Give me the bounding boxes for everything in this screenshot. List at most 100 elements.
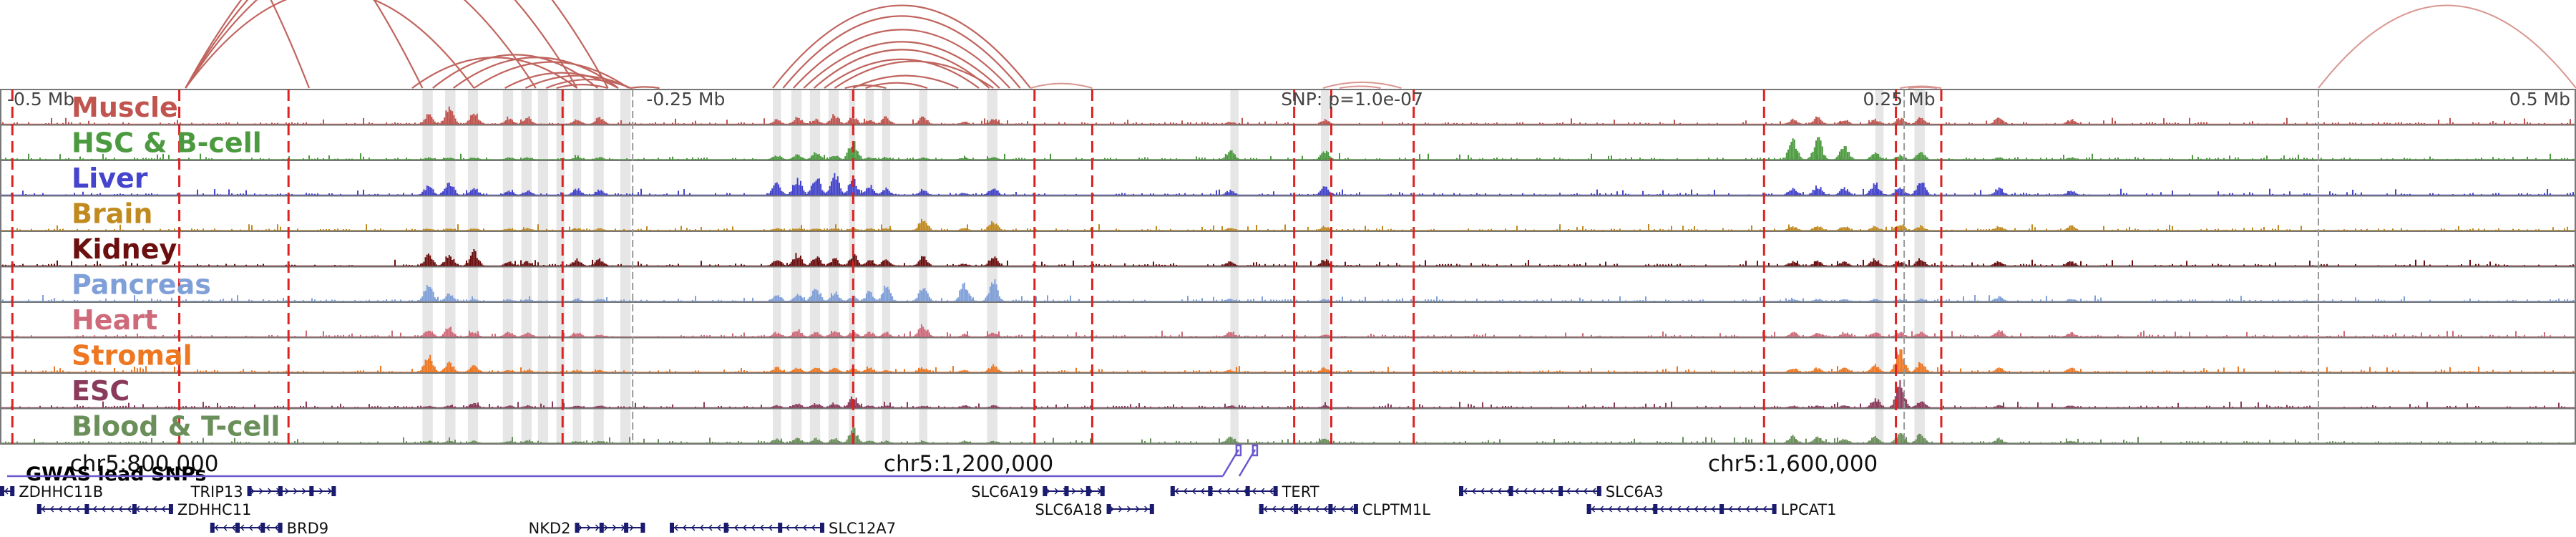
interaction-arc	[865, 82, 928, 90]
track-label-liver: Liver	[72, 163, 148, 194]
gene-exon	[1245, 486, 1250, 496]
gene-exon	[84, 504, 89, 514]
interaction-arc	[556, 84, 608, 90]
gene-exon	[1653, 504, 1658, 514]
gene-exon	[1328, 504, 1333, 514]
gene-exon	[210, 523, 215, 533]
gene-exon	[1558, 486, 1563, 496]
coordinate-label: chr5:1,200,000	[884, 451, 1053, 477]
gene-label: SLC12A7	[829, 520, 896, 537]
interaction-arc	[545, 78, 631, 90]
gene-strand-arrows	[1463, 488, 1596, 495]
gene-strand-arrows	[1110, 505, 1148, 513]
scale-label: -0.25 Mb	[646, 89, 725, 110]
gene-exon	[1043, 486, 1048, 496]
gene-label: NKD2	[528, 520, 570, 537]
gene-exon	[1353, 504, 1358, 514]
gene-exon	[1259, 504, 1264, 514]
gene-exon	[1170, 486, 1175, 496]
signal-blood-t-cell	[0, 427, 2574, 443]
gene-label: SLC6A3	[1606, 483, 1664, 500]
snp-marker	[1252, 444, 1259, 457]
gene-label: TERT	[1282, 483, 1319, 500]
coordinate-label: chr5:1,600,000	[1708, 451, 1878, 477]
gene-exon	[1100, 486, 1105, 496]
interaction-arcs	[185, 0, 2576, 90]
gene-exon	[1508, 486, 1513, 496]
interaction-arc	[504, 72, 619, 89]
gene-exon	[168, 504, 173, 514]
gene-exon	[1586, 504, 1591, 514]
signal-brain	[0, 218, 2574, 231]
interaction-arc	[813, 49, 990, 89]
gene-exon	[624, 523, 629, 533]
interaction-arc	[270, 0, 311, 89]
gene-exon	[1294, 504, 1299, 514]
gene-exon	[1085, 486, 1091, 496]
gene-exon	[575, 523, 580, 533]
gene-label: SLC6A19	[971, 483, 1038, 500]
distance-scale: -0.5 Mb -0.25 Mb SNP: p=1.0e-07 0.25 Mb 0.5 …	[7, 89, 2570, 110]
gene-exon	[670, 523, 674, 533]
interaction-arc	[852, 74, 959, 89]
signal-kidney	[0, 249, 2574, 266]
scale-label: 0.25 Mb	[1863, 89, 1936, 110]
track-label-hsc-b-cell: HSC & B-cell	[72, 127, 262, 159]
signal-muscle	[0, 106, 2574, 125]
gene-strand-arrows	[4, 488, 9, 495]
gene-label: TRIP13	[190, 483, 243, 500]
gene-exon	[278, 486, 283, 496]
interaction-arc	[1030, 82, 1093, 89]
coordinate-axis: chr5:800,000 chr5:1,200,000 chr5:1,600,000	[70, 451, 1878, 477]
gene-exon	[640, 523, 645, 533]
gene-exon	[1459, 486, 1463, 496]
signal-stromal	[0, 349, 2574, 372]
gene-exon	[1149, 504, 1154, 514]
signal-liver	[0, 173, 2574, 195]
gene-strand-arrows	[577, 524, 634, 531]
gene-exon	[10, 486, 15, 496]
interaction-arc	[185, 0, 578, 89]
gene-exon	[247, 486, 252, 496]
interaction-arc	[1339, 85, 1381, 89]
scale-label: -0.5 Mb	[7, 89, 74, 110]
interaction-arc	[452, 57, 619, 89]
interaction-arc	[844, 84, 887, 90]
gene-exon	[1719, 504, 1724, 514]
interaction-arc	[772, 4, 1031, 89]
gene-exon	[278, 523, 283, 533]
signal-pancreas	[0, 279, 2574, 301]
gene-exon	[1772, 504, 1777, 514]
gene-strand-arrows	[673, 524, 816, 531]
gene-label: CLPTM1L	[1362, 501, 1430, 518]
gene-strand-arrows	[214, 524, 279, 531]
scale-label: SNP: p=1.0e-07	[1281, 89, 1423, 110]
gene-exon	[235, 523, 240, 533]
signal-heart	[0, 324, 2574, 337]
gene-strand-arrows	[1591, 505, 1767, 513]
track-label-heart: Heart	[72, 304, 157, 336]
interaction-arc	[630, 86, 660, 90]
interaction-arc	[834, 60, 994, 89]
interaction-arc	[473, 61, 630, 89]
interaction-arc	[824, 58, 980, 89]
gene-exon	[1208, 486, 1213, 496]
gene-exon	[331, 486, 336, 496]
interaction-arc	[1900, 85, 1942, 89]
gene-exon	[1064, 486, 1069, 496]
gene-label: BRD9	[287, 520, 329, 537]
track-label-esc: ESC	[72, 375, 130, 407]
scale-label: 0.5 Mb	[2509, 89, 2570, 110]
gwas-snp-track: GWAS lead SNPs	[7, 444, 1259, 485]
signal-esc	[0, 379, 2574, 408]
gene-exon	[599, 523, 604, 533]
gene-exon	[1106, 504, 1111, 514]
track-label-blood-t-cell: Blood & T-cell	[72, 411, 280, 442]
track-label-kidney: Kidney	[72, 233, 177, 265]
interaction-arc	[185, 0, 475, 89]
signal-tracks	[0, 89, 2576, 445]
snp-marker	[1235, 444, 1242, 457]
gene-exon	[1273, 486, 1278, 496]
